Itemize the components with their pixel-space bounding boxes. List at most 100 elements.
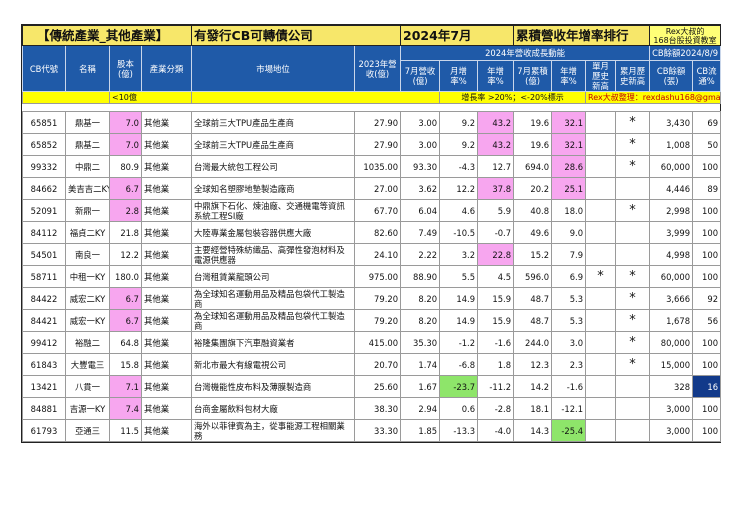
revenue-2023: 67.70 [354, 199, 402, 222]
header-position: 市場地位 [191, 45, 356, 92]
note-capital: <10億 [108, 91, 193, 104]
capital-value: 80.9 [109, 155, 142, 178]
cb-code: 58711 [22, 265, 66, 288]
cb-code: 99412 [22, 331, 66, 354]
cb-code: 84881 [22, 397, 66, 420]
cb-balance: 3,999 [649, 221, 694, 244]
title-ranking: 累積營收年增率排行 [513, 25, 651, 46]
industry: 其他業 [140, 419, 193, 442]
company-name: 鼎基一 [65, 111, 110, 134]
july-cumulative: 19.6 [513, 111, 553, 134]
cb-ratio: 56 [692, 309, 722, 332]
cb-code: 61793 [22, 419, 66, 442]
month-high-mark [585, 177, 617, 200]
cum-high-mark: * [615, 199, 651, 222]
cumulative-yoy: 9.0 [551, 221, 587, 244]
market-position: 為全球知名運動用品及精品包袋代工製造商 [191, 309, 356, 332]
mom-rate: 0.6 [439, 397, 479, 420]
industry: 其他業 [140, 375, 193, 398]
revenue-2023: 27.90 [354, 111, 402, 134]
cb-balance: 3,000 [649, 419, 694, 442]
table-row: 58711 中租一KY 180.0 其他業 台灣租賃業龍頭公司 975.00 8… [22, 265, 722, 288]
cum-high-mark [615, 221, 651, 244]
industry: 其他業 [140, 309, 193, 332]
july-cumulative: 48.7 [513, 287, 553, 310]
july-cumulative: 14.2 [513, 375, 553, 398]
cb-code: 84112 [22, 221, 66, 244]
capital-value: 2.8 [109, 199, 142, 222]
header-cum-high: 累月歷史新高 [615, 60, 651, 92]
table-row: 84881 吉源一KY 7.4 其他業 台商金屬飲料包材大廠 38.30 2.9… [22, 397, 722, 420]
cb-ratio: 100 [692, 331, 722, 354]
cumulative-yoy: 28.6 [551, 155, 587, 178]
cum-high-mark: * [615, 353, 651, 376]
header-mom: 月增率% [439, 60, 479, 92]
cb-balance: 4,998 [649, 243, 694, 266]
month-high-mark: * [585, 265, 617, 288]
company-name: 新鼎一 [65, 199, 110, 222]
cb-ratio: 100 [692, 265, 722, 288]
july-revenue: 3.00 [400, 111, 441, 134]
yoy-rate: 15.9 [477, 309, 515, 332]
cum-high-mark: * [615, 331, 651, 354]
revenue-2023: 975.00 [354, 265, 402, 288]
july-cumulative: 48.7 [513, 309, 553, 332]
cum-high-mark: * [615, 265, 651, 288]
market-position: 全球前三大TPU產品生產商 [191, 111, 356, 134]
capital-value: 11.5 [109, 419, 142, 442]
cb-balance: 2,998 [649, 199, 694, 222]
cumulative-yoy: 5.3 [551, 309, 587, 332]
mom-rate: 9.2 [439, 133, 479, 156]
industry: 其他業 [140, 265, 193, 288]
header-industry: 產業分類 [140, 45, 193, 92]
cb-ratio: 100 [692, 199, 722, 222]
cum-high-mark [615, 243, 651, 266]
market-position: 裕隆集團旗下汽車融資業者 [191, 331, 356, 354]
cum-high-mark: * [615, 287, 651, 310]
industry: 其他業 [140, 397, 193, 420]
table-row: 99412 裕融二 64.8 其他業 裕隆集團旗下汽車融資業者 415.00 3… [22, 331, 722, 354]
legend-row: <10億 增長率 >20%；<-20%標示 Rex大叔整理：rexdashu16… [22, 91, 722, 104]
company-name: 中租一KY [65, 265, 110, 288]
cb-code: 84421 [22, 309, 66, 332]
note-credit: Rex大叔整理：rexdashu168@gmail.com [585, 91, 722, 104]
revenue-2023: 20.70 [354, 353, 402, 376]
cb-ratio: 100 [692, 397, 722, 420]
revenue-2023: 24.10 [354, 243, 402, 266]
company-name: 威宏一KY [65, 309, 110, 332]
table-row: 84421 威宏一KY 6.7 其他業 為全球知名運動用品及精品包袋代工製造商 … [22, 309, 722, 332]
company-name: 亞通三 [65, 419, 110, 442]
header-row-1: CB代號 名稱 股本(億) 產業分類 市場地位 2023年營收(億) 2024年… [22, 45, 722, 92]
header-yoy: 年增率% [477, 60, 515, 92]
brand-label: Rex大叔的 168台股投資教室 [649, 25, 722, 46]
cb-ratio: 100 [692, 353, 722, 376]
month-high-mark [585, 331, 617, 354]
mom-rate: -10.5 [439, 221, 479, 244]
industry: 其他業 [140, 199, 193, 222]
header-cb-ratio: CB流通% [692, 60, 722, 92]
table-row: 61843 大豐電三 15.8 其他業 新北市最大有線電視公司 20.70 1.… [22, 353, 722, 376]
capital-value: 6.7 [109, 177, 142, 200]
july-cumulative: 244.0 [513, 331, 553, 354]
company-name: 吉源一KY [65, 397, 110, 420]
july-revenue: 8.20 [400, 309, 441, 332]
header-jul-cum: 7月累積(億) [513, 60, 553, 92]
market-position: 台灣租賃業龍頭公司 [191, 265, 356, 288]
company-name: 裕融二 [65, 331, 110, 354]
table-row: 13421 八貫一 7.1 其他業 台灣機能性皮布料及薄膜製造商 25.60 1… [22, 375, 722, 398]
yoy-rate: -4.0 [477, 419, 515, 442]
table-row: 52091 新鼎一 2.8 其他業 中鼎旗下石化、煉油廠、交通機電等資訊系統工程… [22, 199, 722, 222]
july-revenue: 3.00 [400, 133, 441, 156]
cumulative-yoy: 32.1 [551, 111, 587, 134]
cb-balance: 60,000 [649, 265, 694, 288]
month-high-mark [585, 221, 617, 244]
header-row-2: 7月營收(億) 月增率% 年增率% 7月累積(億) 年增率% 單月歷史新高 累月… [23, 60, 722, 92]
month-high-mark [585, 419, 617, 442]
title-period: 2024年7月 [400, 25, 515, 46]
mom-rate: -1.2 [439, 331, 479, 354]
mom-rate: 5.5 [439, 265, 479, 288]
header-jul-rev: 7月營收(億) [400, 60, 441, 92]
capital-value: 7.1 [109, 375, 142, 398]
mom-rate: -13.3 [439, 419, 479, 442]
industry: 其他業 [140, 221, 193, 244]
